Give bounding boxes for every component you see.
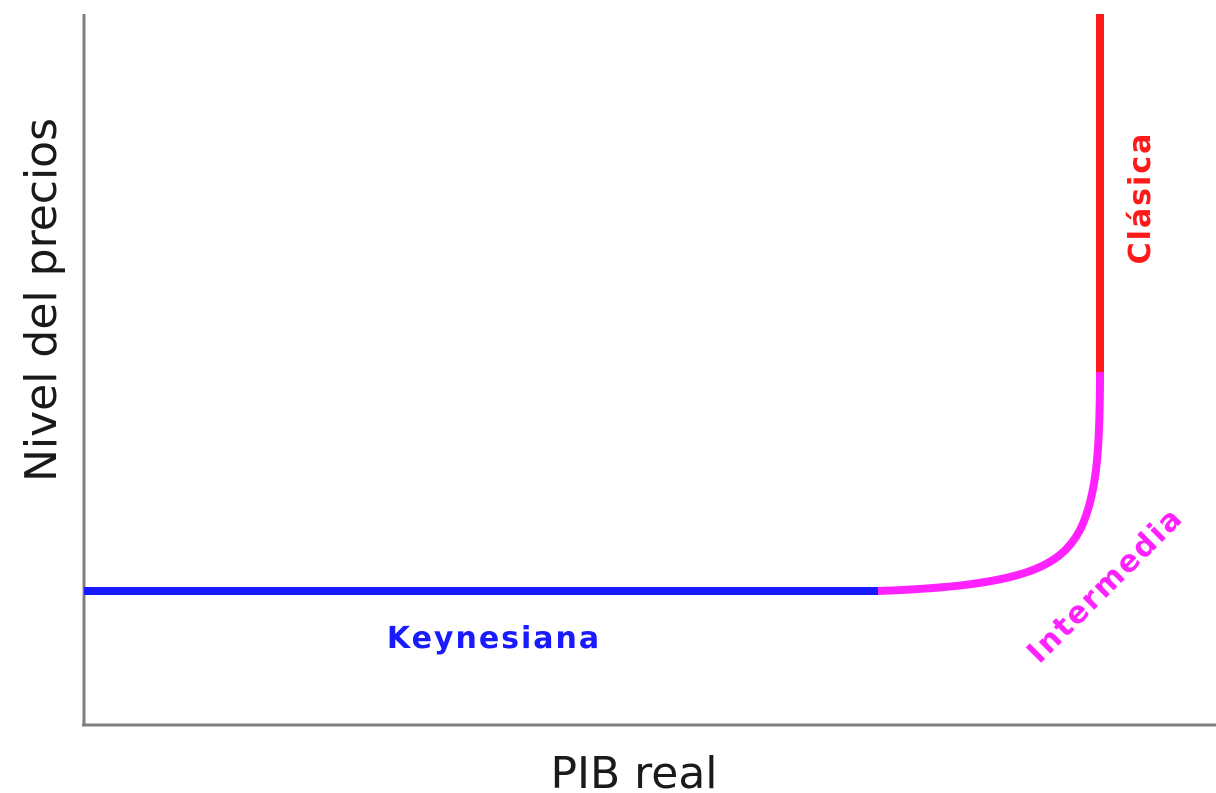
keynesiana-label: Keynesiana [387,621,601,656]
x-axis-title: PIB real [550,748,717,793]
intermedia-segment [877,371,1104,595]
clasica-label: Clásica [1123,132,1158,265]
y-axis-title: Nivel del precios [16,118,67,482]
intermedia-label: Intermedia [1020,500,1190,670]
